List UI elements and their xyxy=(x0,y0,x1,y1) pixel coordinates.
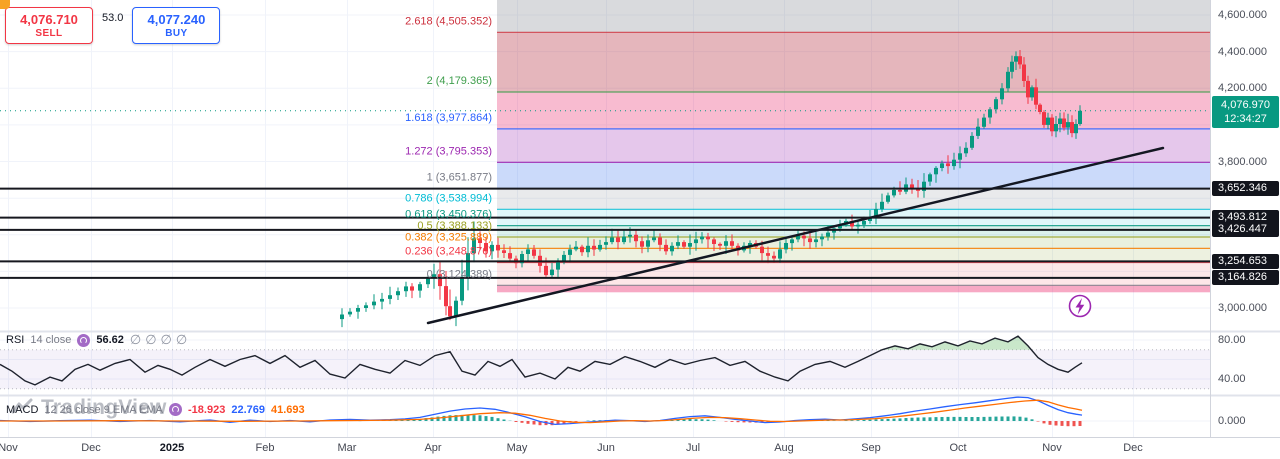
axis-label: 0.000 xyxy=(1218,415,1246,427)
fib-label: 0.786 (3,538.994) xyxy=(405,192,492,204)
bar-countdown: 12:34:27 xyxy=(1224,112,1267,125)
axis-label: 40.00 xyxy=(1218,373,1246,385)
rsi-indicator-legend[interactable]: RSI 14 close 56.62 ∅ ∅ ∅ ∅ xyxy=(6,332,191,348)
last-price-value: 4,076.970 xyxy=(1221,98,1270,111)
time-axis-label: Dec xyxy=(81,442,101,454)
axis-label: 4,400.000 xyxy=(1218,45,1267,58)
last-price-badge: 4,076.970 12:34:27 xyxy=(1212,95,1279,128)
fib-band xyxy=(497,0,1210,33)
indicator-sync-icon[interactable] xyxy=(77,333,91,347)
buy-label: BUY xyxy=(165,28,188,39)
time-axis-label: Aug xyxy=(774,442,794,454)
macd-title: MACD xyxy=(6,403,39,416)
price-line-badge: 3,426.447 xyxy=(1212,222,1279,238)
price-line-badge: 3,493.812 xyxy=(1212,210,1279,226)
spread-value: 53.0 xyxy=(102,12,124,24)
buy-price: 4,077.240 xyxy=(147,12,206,27)
macd-signal-line xyxy=(0,399,1083,424)
axis-label: 3,000.000 xyxy=(1218,302,1267,314)
empty-set-icon: ∅ xyxy=(145,332,157,347)
time-axis-label: Sep xyxy=(861,442,881,454)
price-line-badge: 3,652.346 xyxy=(1212,181,1279,197)
tradingview-watermark: TradingView xyxy=(10,396,167,420)
lightning-icon[interactable] xyxy=(1068,294,1092,318)
trendline[interactable] xyxy=(426,146,1165,325)
rsi-title: RSI xyxy=(6,334,25,346)
sell-button[interactable]: 4,076.710 SELL xyxy=(5,7,93,44)
macd-params: 12 26 close 9 EMA EMA xyxy=(44,403,164,416)
macd-value: 22.769 xyxy=(231,403,265,416)
macd-values: -18.923 22.769 41.693 xyxy=(188,404,311,416)
indicator-sync-icon[interactable] xyxy=(169,403,183,416)
rsi-value: 56.62 xyxy=(96,334,124,346)
fib-label: 1 (3,651.877) xyxy=(427,172,492,184)
fib-label: 0.5 (3,388.133) xyxy=(417,220,492,232)
fib-band xyxy=(497,188,1210,210)
empty-set-icon: ∅ xyxy=(160,332,172,347)
fib-label: 0 (3,124.389) xyxy=(427,268,492,280)
fib-band xyxy=(497,32,1210,92)
rsi-line xyxy=(0,335,1083,386)
time-axis-label: Nov xyxy=(1042,442,1062,454)
axis-label: 3,800.000 xyxy=(1218,155,1267,168)
empty-set-icon: ∅ xyxy=(175,332,188,347)
candlestick-series[interactable] xyxy=(340,50,1082,328)
trade-widget: 4,076.710 SELL 53.0 4,077.240 BUY xyxy=(5,7,221,44)
time-axis-label: Jul xyxy=(685,442,701,454)
rsi-band xyxy=(0,349,1210,389)
fib-label: 1.272 (3,795.353) xyxy=(405,145,492,157)
tradingview-logo-icon xyxy=(11,398,33,414)
fib-band xyxy=(497,248,1210,263)
axis-label: 4,600.000 xyxy=(1218,9,1267,21)
macd-indicator-legend[interactable]: MACD 12 26 close 9 EMA EMA -18.923 22.769… xyxy=(6,403,311,416)
time-axis-label: Dec xyxy=(1123,442,1143,454)
macd-value: 41.693 xyxy=(270,403,305,416)
fib-band xyxy=(497,162,1210,189)
time-axis-label: Oct xyxy=(949,442,967,454)
axis-label: 80.00 xyxy=(1218,334,1246,346)
clipped-label-fragment xyxy=(0,0,10,9)
price-line-badge: 3,254.653 xyxy=(1212,253,1279,269)
fib-label: 2.618 (4,505.352) xyxy=(405,15,492,27)
fib-band xyxy=(497,92,1210,129)
rsi-disabled-values: ∅ ∅ ∅ ∅ xyxy=(130,332,191,348)
macd-value: -18.923 xyxy=(188,403,226,416)
time-axis-label: May xyxy=(506,442,528,454)
fib-label: 1.618 (3,977.864) xyxy=(405,112,492,124)
price-axis[interactable]: 4,076.970 12:34:27 4,600.000 4,400.000 4,2… xyxy=(1211,0,1280,437)
watermark-text: TradingView xyxy=(41,396,167,419)
fib-band xyxy=(497,285,1210,293)
fib-band xyxy=(497,225,1210,237)
fib-band xyxy=(497,237,1210,249)
time-axis-label: Jun xyxy=(597,442,615,454)
sell-price: 4,076.710 xyxy=(20,12,78,27)
fib-band xyxy=(497,128,1210,163)
time-axis[interactable]: Nov Dec 2025 Feb Mar Apr May Jun Jul Aug Sep Oct Nov… xyxy=(0,438,1280,459)
sell-label: SELL xyxy=(35,28,63,39)
fib-label: 2 (4,179.365) xyxy=(427,75,492,87)
time-axis-label: Mar xyxy=(337,442,357,454)
fib-band xyxy=(497,262,1210,286)
time-axis-label: Apr xyxy=(424,442,442,454)
fib-label: 0.236 (3,248.876) xyxy=(405,246,492,258)
fib-label: 0.618 (3,450.376) xyxy=(405,209,492,221)
time-axis-label: Nov xyxy=(0,442,18,454)
price-line-badge: 3,164.826 xyxy=(1212,270,1279,286)
time-axis-label: 2025 xyxy=(159,442,185,454)
buy-button[interactable]: 4,077.240 BUY xyxy=(132,7,221,44)
rsi-overbought-fill xyxy=(882,336,1032,350)
rsi-params: 14 close xyxy=(30,334,72,346)
axis-label: 4,200.000 xyxy=(1218,82,1267,95)
fib-label: 0.382 (3,325.889) xyxy=(405,231,492,243)
time-axis-label: Feb xyxy=(255,442,275,454)
empty-set-icon: ∅ xyxy=(129,332,142,347)
